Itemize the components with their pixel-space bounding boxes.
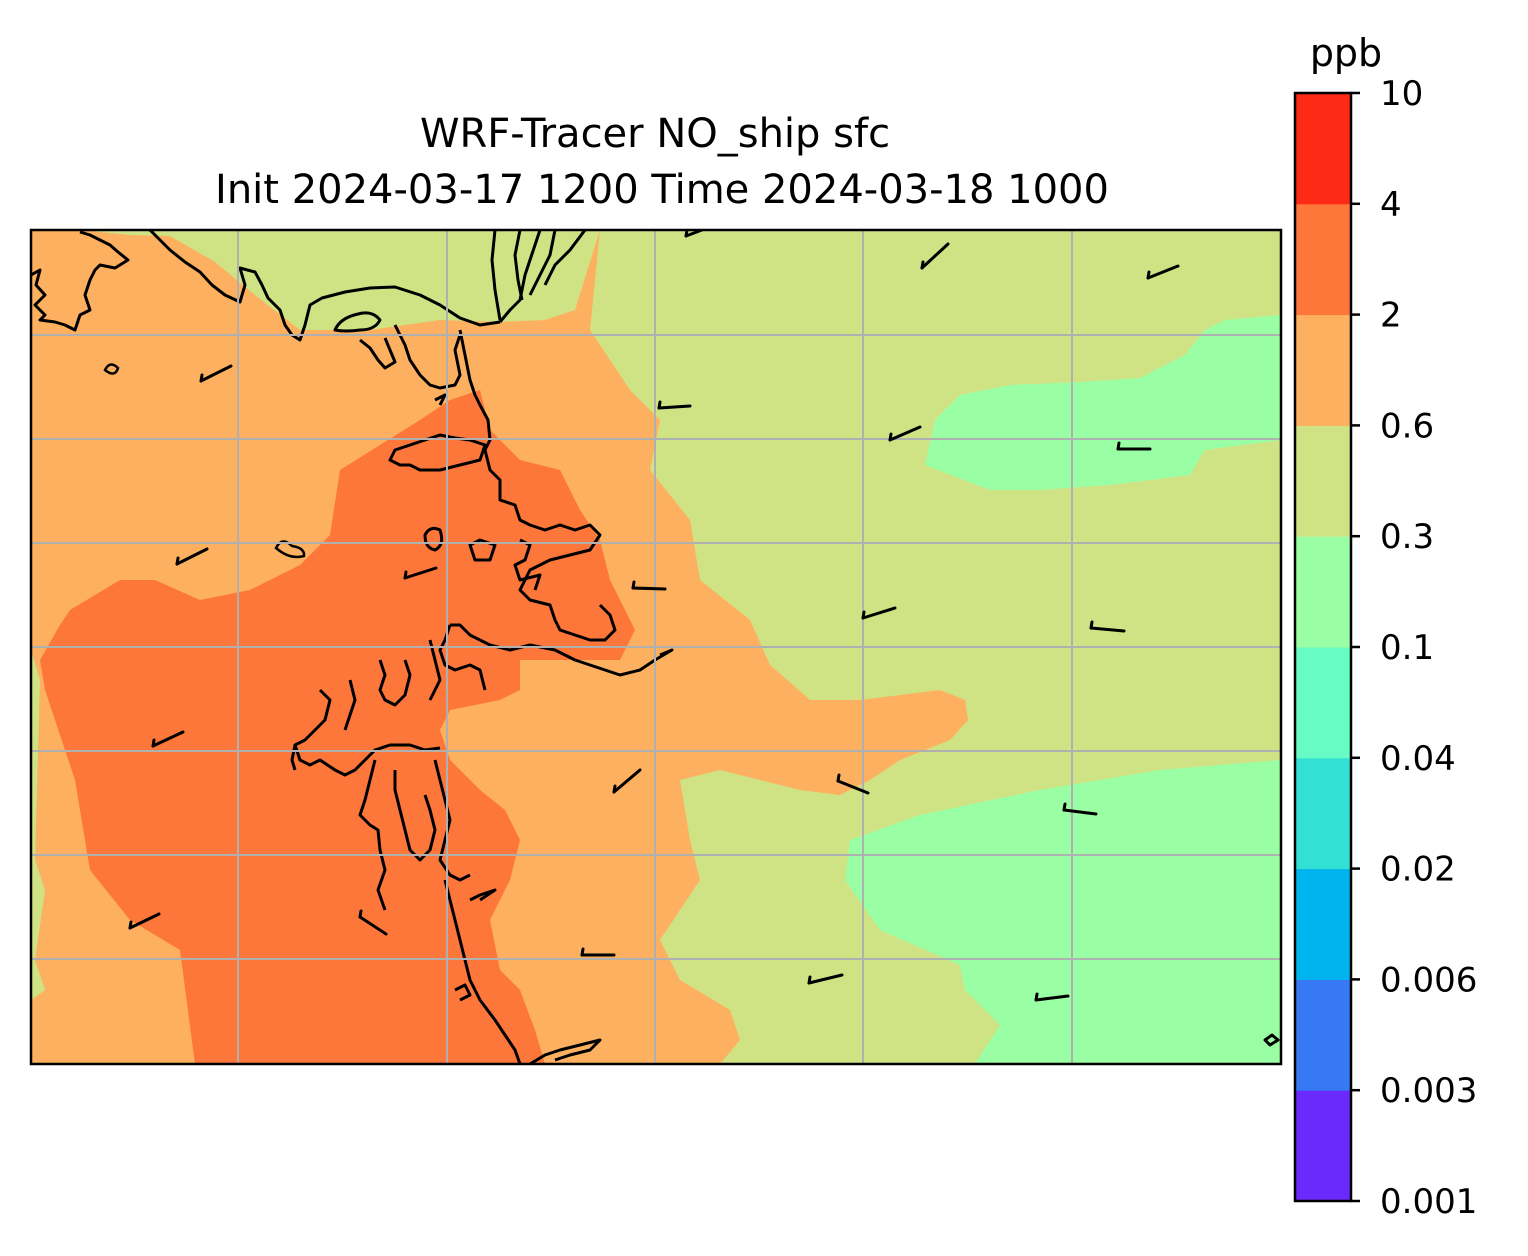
colorbar-tick-label: 0.003	[1380, 1071, 1477, 1111]
colorbar-segment	[1295, 868, 1351, 980]
map-panel	[31, 230, 1281, 1064]
wind-barb	[861, 606, 897, 620]
wind-barb	[1089, 620, 1126, 633]
wind-barb	[1146, 264, 1180, 280]
wind-barb	[1116, 441, 1152, 451]
colorbar-tick-label: 0.04	[1380, 739, 1456, 779]
map-frame	[29, 228, 1283, 1066]
colorbar-segment	[1295, 647, 1351, 759]
wind-barb	[1034, 992, 1070, 1002]
colorbar-tick-label: 0.001	[1380, 1182, 1477, 1222]
island-marker	[103, 363, 120, 375]
wind-barb	[151, 730, 185, 748]
colorbar-segment	[1295, 425, 1351, 537]
colorbar-segment	[1295, 536, 1351, 648]
colorbar-tick-label: 0.3	[1380, 517, 1434, 557]
colorbar-segment	[1295, 93, 1351, 205]
wind-barb	[1062, 802, 1098, 816]
colorbar-segment	[1295, 203, 1351, 316]
title-line-1: WRF-Tracer NO_ship sfc	[420, 111, 890, 157]
wind-barb	[175, 547, 209, 566]
colorbar: 0.001 0.003 0.006 0.02 0.04 0.1 0.3 0.6 2 4 10	[1293, 74, 1477, 1222]
wind-barb	[612, 768, 642, 794]
colorbar-tick-label: 2	[1380, 296, 1402, 336]
wind-barb	[807, 973, 844, 985]
colorbar-tick-label: 0.1	[1380, 628, 1434, 668]
wind-barb	[358, 909, 388, 936]
wind-barb	[403, 566, 438, 580]
wind-barb	[199, 364, 233, 383]
wind-barb	[631, 580, 667, 591]
wind-barbs	[128, 230, 1180, 1002]
wind-barb	[580, 947, 616, 957]
colorbar-tick-label: 0.02	[1380, 850, 1456, 890]
wind-barb	[657, 400, 692, 410]
colorbar-tick-label: 0.6	[1380, 406, 1434, 446]
wind-barb	[888, 425, 922, 442]
island-marker	[274, 540, 306, 559]
colorbar-segment	[1295, 1090, 1351, 1202]
coastline	[31, 230, 1280, 1064]
colorbar-tick-label: 10	[1380, 74, 1423, 114]
map-gridlines	[31, 230, 1281, 1064]
title-line-2: Init 2024-03-17 1200 Time 2024-03-18 100…	[215, 167, 1109, 213]
colorbar-segment	[1295, 757, 1351, 870]
colorbar-tick-label: 0.006	[1380, 960, 1477, 1000]
colorbar-segment	[1295, 314, 1351, 426]
wind-barb	[128, 912, 161, 930]
wind-barb	[836, 773, 870, 795]
colorbar-unit-label: ppb	[1310, 31, 1382, 75]
concentration-fill-0.3-0.6	[845, 315, 1281, 1064]
wind-barb	[920, 242, 950, 270]
colorbar-tick-label: 4	[1380, 185, 1402, 225]
colorbar-segment	[1295, 979, 1351, 1091]
